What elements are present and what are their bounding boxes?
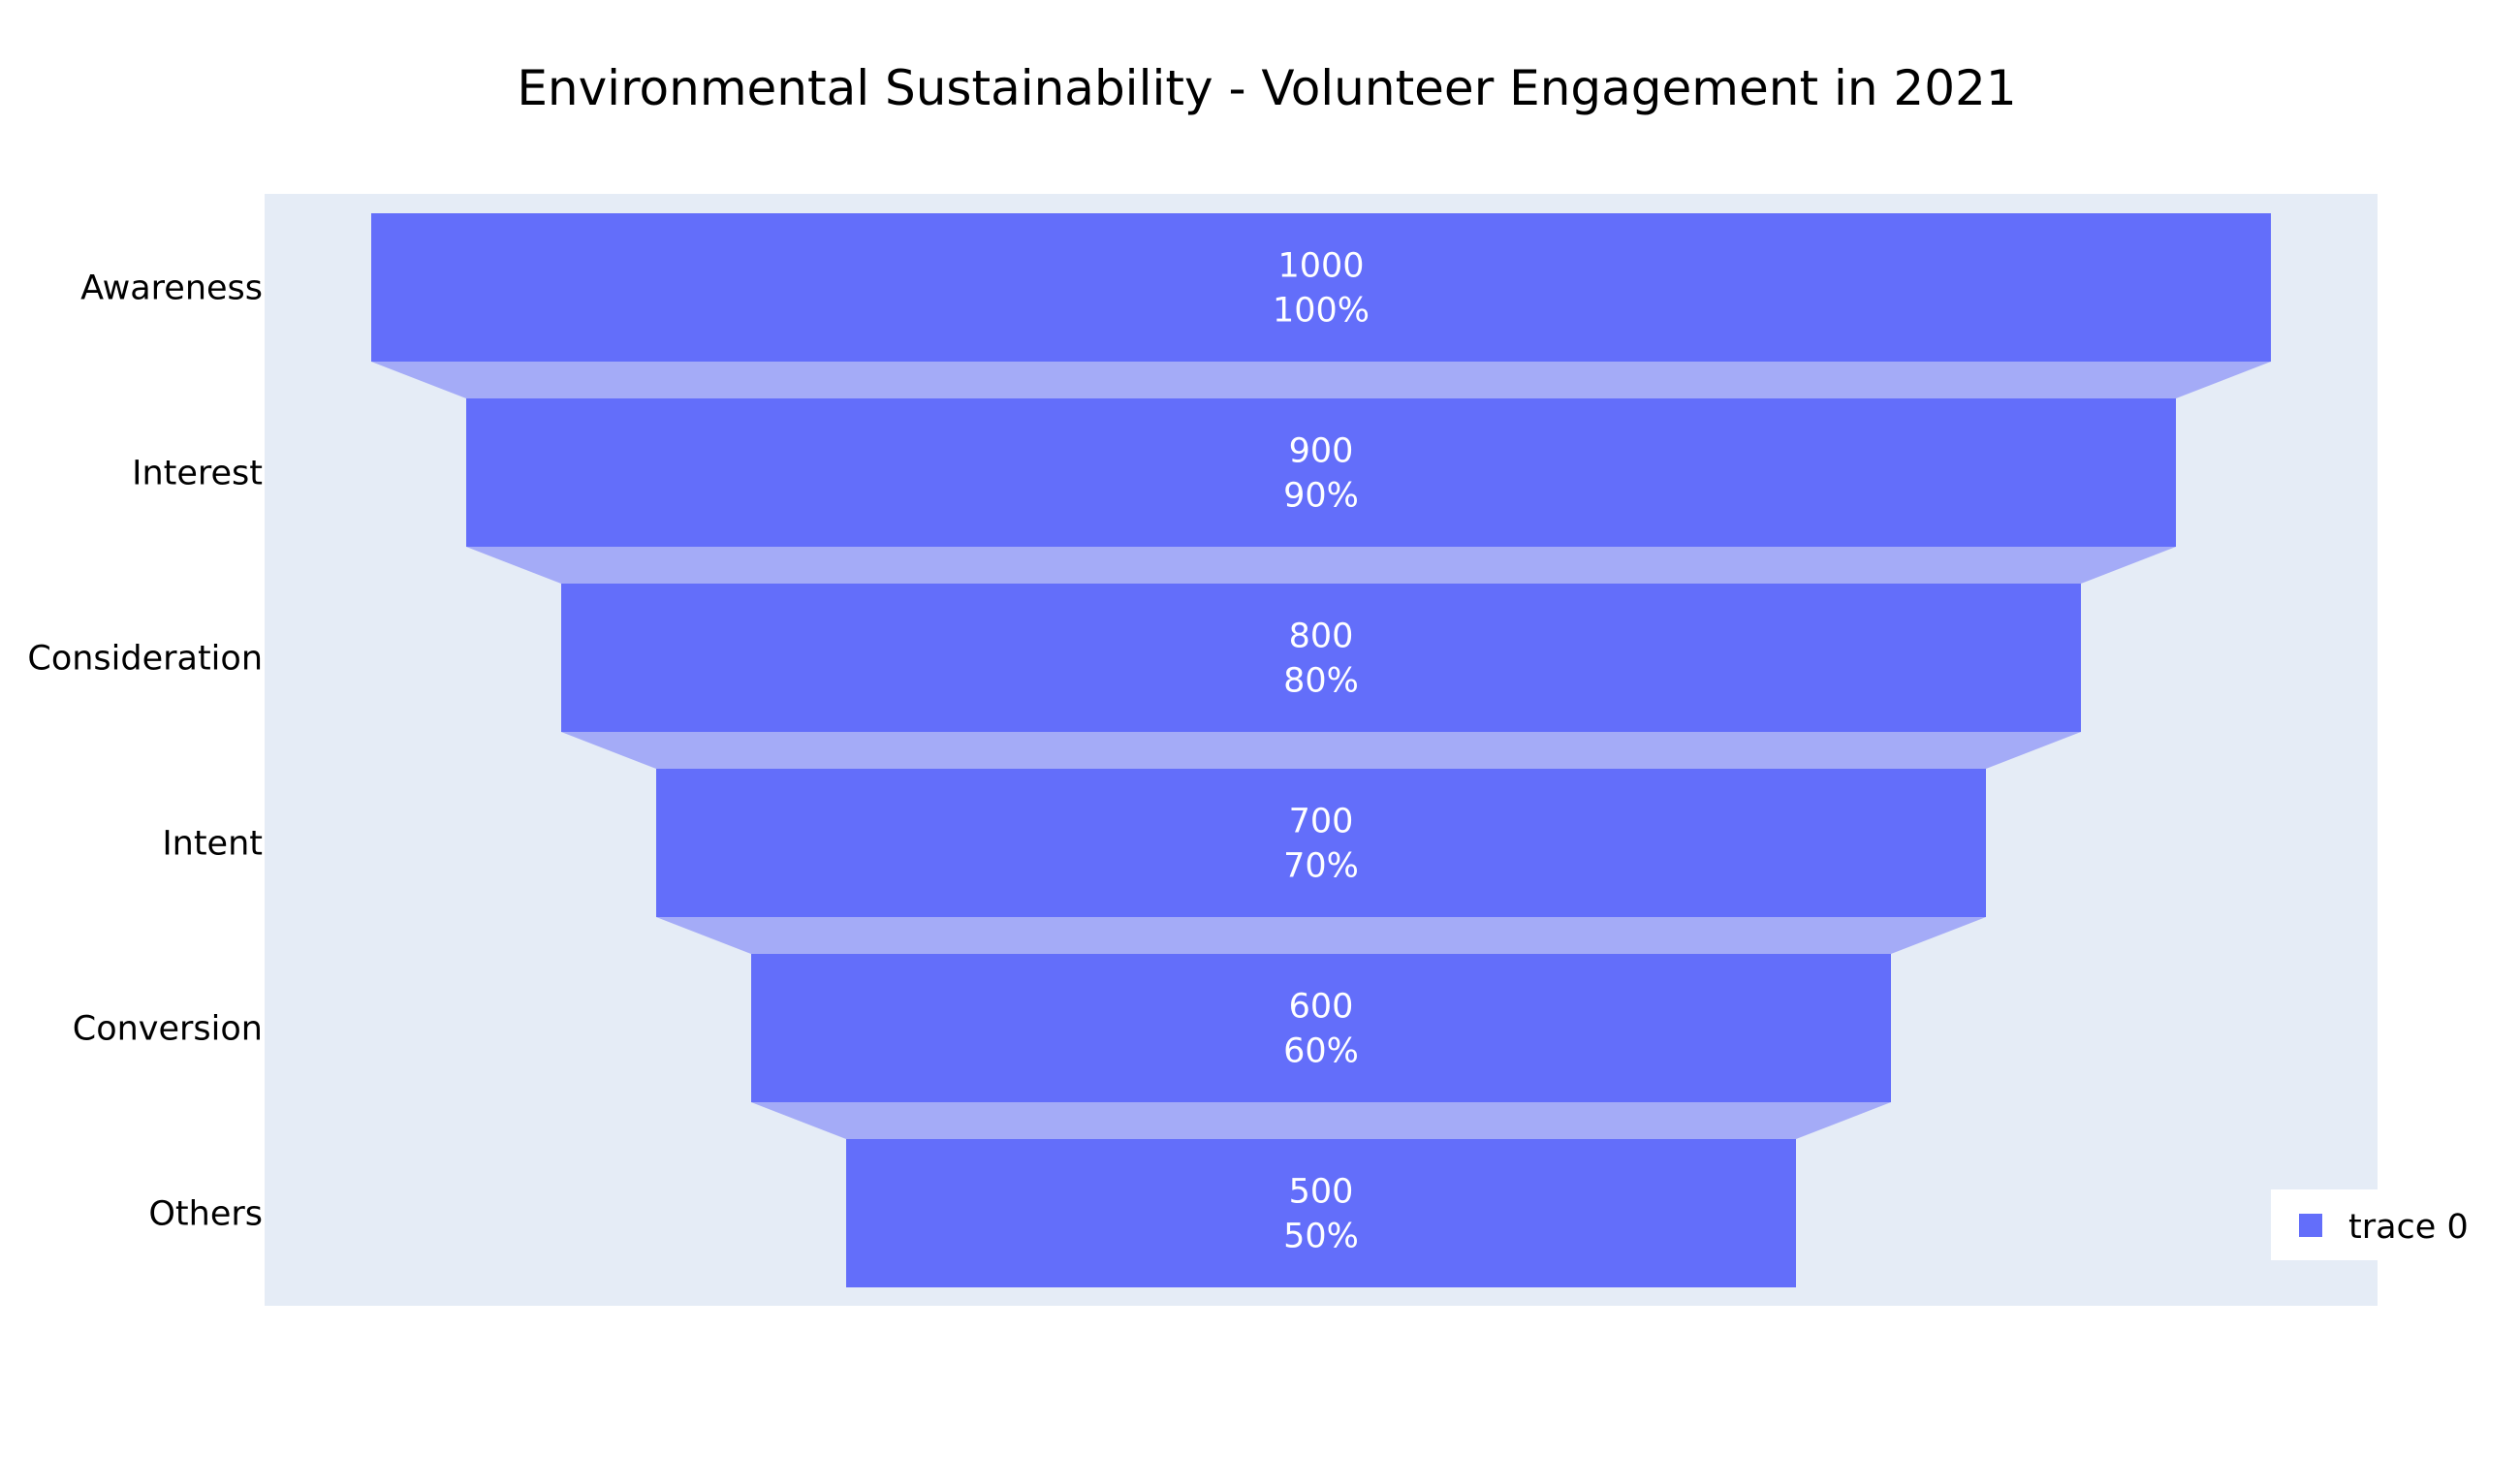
chart-title: Environmental Sustainability - Volunteer…: [517, 60, 2016, 116]
percent-label-awareness: 100%: [1273, 292, 1370, 331]
funnel-bar-consideration[interactable]: [561, 584, 2081, 732]
funnel-bar-intent[interactable]: [656, 769, 1986, 917]
value-label-interest: 900: [1289, 432, 1354, 471]
bar-labels: 1000 100% 900 90% 800 80% 700 70% 600 60% 500 50%: [1273, 247, 1370, 1256]
category-label-interest: Interest: [132, 455, 263, 493]
value-label-awareness: 1000: [1277, 247, 1364, 286]
legend-entry-label: trace 0: [2348, 1208, 2469, 1247]
category-label-awareness: Awareness: [80, 269, 263, 308]
legend-swatch: [2299, 1214, 2322, 1237]
category-label-intent: Intent: [162, 825, 263, 864]
funnel-bar-others[interactable]: [846, 1139, 1796, 1287]
percent-label-interest: 90%: [1283, 477, 1359, 516]
value-label-consideration: 800: [1289, 618, 1354, 656]
funnel-connector-5: [751, 1102, 1891, 1139]
value-label-intent: 700: [1289, 803, 1354, 841]
percent-label-intent: 70%: [1283, 847, 1359, 886]
value-label-others: 500: [1289, 1173, 1354, 1212]
category-label-consideration: Consideration: [27, 640, 263, 679]
funnel-bar-conversion[interactable]: [751, 954, 1891, 1102]
funnel-bar-interest[interactable]: [466, 398, 2176, 547]
funnel-connectors: [371, 362, 2271, 1139]
funnel-bars: [371, 213, 2271, 1287]
category-label-others: Others: [148, 1195, 263, 1234]
funnel-connector-2: [466, 547, 2176, 584]
value-label-conversion: 600: [1289, 988, 1354, 1027]
funnel-connector-1: [371, 362, 2271, 398]
percent-label-others: 50%: [1283, 1218, 1359, 1256]
funnel-bar-awareness[interactable]: [371, 213, 2271, 362]
legend[interactable]: trace 0: [2271, 1189, 2484, 1260]
percent-label-conversion: 60%: [1283, 1032, 1359, 1071]
category-axis: Awareness Interest Consideration Intent Conv…: [27, 269, 263, 1234]
percent-label-consideration: 80%: [1283, 662, 1359, 701]
funnel-connector-4: [656, 917, 1986, 954]
category-label-conversion: Conversion: [73, 1010, 263, 1049]
funnel-connector-3: [561, 732, 2081, 769]
